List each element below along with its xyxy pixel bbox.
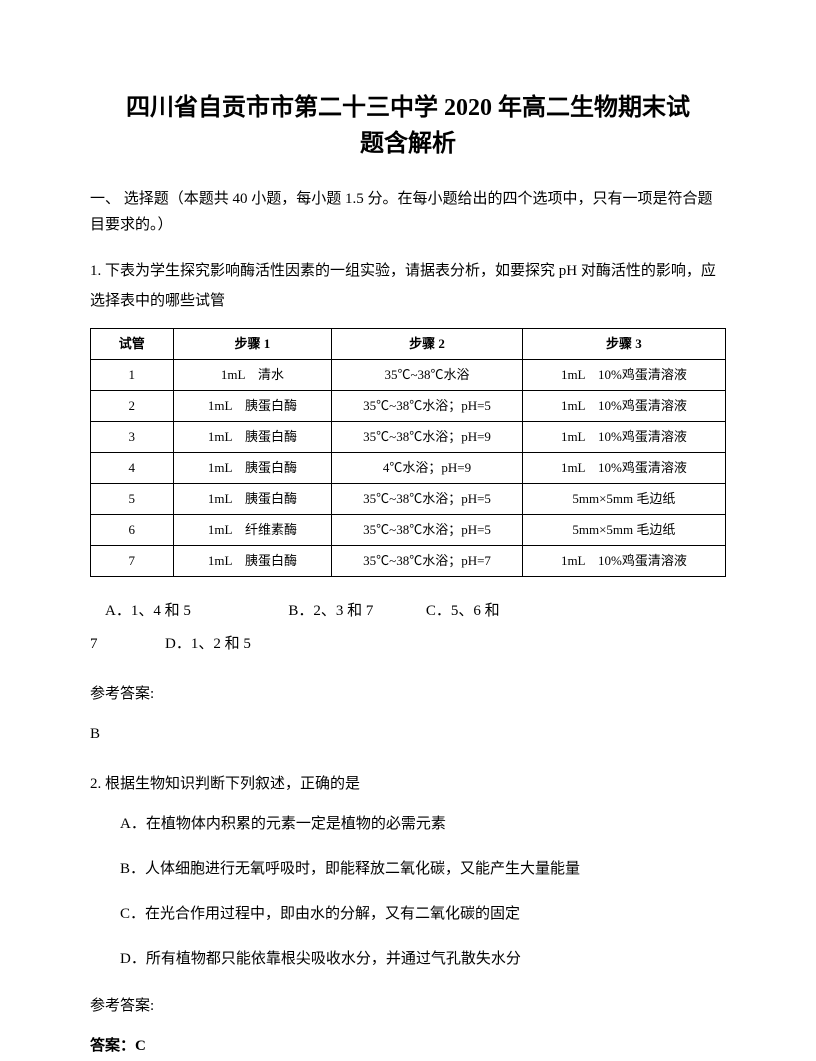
table-cell: 1mL 10%鸡蛋清溶液	[522, 546, 725, 577]
table-cell: 1mL 胰蛋白酶	[173, 546, 332, 577]
table-cell: 35℃~38℃水浴；pH=9	[332, 422, 523, 453]
question-1-text: 1. 下表为学生探究影响酶活性因素的一组实验，请据表分析，如要探究 pH 对酶活…	[90, 256, 726, 316]
table-cell: 1mL 胰蛋白酶	[173, 484, 332, 515]
table-cell: 35℃~38℃水浴；pH=5	[332, 484, 523, 515]
table-header: 试管	[91, 329, 174, 360]
table-cell: 4	[91, 453, 174, 484]
table-row: 2 1mL 胰蛋白酶 35℃~38℃水浴；pH=5 1mL 10%鸡蛋清溶液	[91, 391, 726, 422]
table-row: 5 1mL 胰蛋白酶 35℃~38℃水浴；pH=5 5mm×5mm 毛边纸	[91, 484, 726, 515]
table-header-row: 试管 步骤 1 步骤 2 步骤 3	[91, 329, 726, 360]
option-b: B．2、3 和 7	[288, 603, 373, 619]
table-header: 步骤 1	[173, 329, 332, 360]
section-header: 一、 选择题（本题共 40 小题，每小题 1.5 分。在每小题给出的四个选项中，…	[90, 187, 726, 238]
table-cell: 35℃~38℃水浴；pH=5	[332, 515, 523, 546]
table-cell: 35℃~38℃水浴；pH=7	[332, 546, 523, 577]
table-cell: 5mm×5mm 毛边纸	[522, 484, 725, 515]
table-cell: 2	[91, 391, 174, 422]
table-cell: 1mL 纤维素酶	[173, 515, 332, 546]
table-cell: 1mL 10%鸡蛋清溶液	[522, 391, 725, 422]
table-cell: 7	[91, 546, 174, 577]
table-cell: 35℃~38℃水浴；pH=5	[332, 391, 523, 422]
option-c: C．5、6 和	[426, 603, 500, 619]
table-cell: 1mL 胰蛋白酶	[173, 422, 332, 453]
option-c-continuation: 7	[90, 636, 98, 652]
answer-label: 参考答案:	[90, 991, 726, 1021]
table-cell: 3	[91, 422, 174, 453]
option-a: A．在植物体内积累的元素一定是植物的必需元素	[120, 811, 726, 838]
table-row: 6 1mL 纤维素酶 35℃~38℃水浴；pH=5 5mm×5mm 毛边纸	[91, 515, 726, 546]
option-b: B．人体细胞进行无氧呼吸时，即能释放二氧化碳，又能产生大量能量	[120, 856, 726, 883]
title-line-2: 题含解析	[360, 131, 456, 157]
question-2-text: 2. 根据生物知识判断下列叙述，正确的是	[90, 769, 726, 799]
table-header: 步骤 2	[332, 329, 523, 360]
table-cell: 35℃~38℃水浴	[332, 360, 523, 391]
table-row: 3 1mL 胰蛋白酶 35℃~38℃水浴；pH=9 1mL 10%鸡蛋清溶液	[91, 422, 726, 453]
table-cell: 1mL 10%鸡蛋清溶液	[522, 422, 725, 453]
table-row: 4 1mL 胰蛋白酶 4℃水浴；pH=9 1mL 10%鸡蛋清溶液	[91, 453, 726, 484]
option-a: A．1、4 和 5	[90, 603, 191, 619]
document-title: 四川省自贡市市第二十三中学 2020 年高二生物期末试 题含解析	[90, 90, 726, 162]
table-cell: 1	[91, 360, 174, 391]
question-2: 2. 根据生物知识判断下列叙述，正确的是 A．在植物体内积累的元素一定是植物的必…	[90, 769, 726, 1061]
table-cell: 5mm×5mm 毛边纸	[522, 515, 725, 546]
table-cell: 5	[91, 484, 174, 515]
option-d: D．所有植物都只能依靠根尖吸收水分，并通过气孔散失水分	[120, 946, 726, 973]
answer-value: B	[90, 719, 726, 749]
table-header: 步骤 3	[522, 329, 725, 360]
table-row: 7 1mL 胰蛋白酶 35℃~38℃水浴；pH=7 1mL 10%鸡蛋清溶液	[91, 546, 726, 577]
answer-value: 答案：C	[90, 1031, 726, 1061]
option-c: C．在光合作用过程中，即由水的分解，又有二氧化碳的固定	[120, 901, 726, 928]
question-1: 1. 下表为学生探究影响酶活性因素的一组实验，请据表分析，如要探究 pH 对酶活…	[90, 256, 726, 749]
table-row: 1 1mL 清水 35℃~38℃水浴 1mL 10%鸡蛋清溶液	[91, 360, 726, 391]
table-cell: 6	[91, 515, 174, 546]
table-cell: 1mL 10%鸡蛋清溶液	[522, 453, 725, 484]
title-line-1: 四川省自贡市市第二十三中学 2020 年高二生物期末试	[126, 95, 690, 121]
answer-label: 参考答案:	[90, 679, 726, 709]
table-cell: 1mL 胰蛋白酶	[173, 453, 332, 484]
question-1-table: 试管 步骤 1 步骤 2 步骤 3 1 1mL 清水 35℃~38℃水浴 1mL…	[90, 328, 726, 577]
table-cell: 4℃水浴；pH=9	[332, 453, 523, 484]
question-1-options: A．1、4 和 5 B．2、3 和 7 C．5、6 和 7 D．1、2 和 5	[90, 595, 726, 661]
table-cell: 1mL 清水	[173, 360, 332, 391]
table-cell: 1mL 胰蛋白酶	[173, 391, 332, 422]
option-d: D．1、2 和 5	[165, 636, 251, 652]
table-cell: 1mL 10%鸡蛋清溶液	[522, 360, 725, 391]
